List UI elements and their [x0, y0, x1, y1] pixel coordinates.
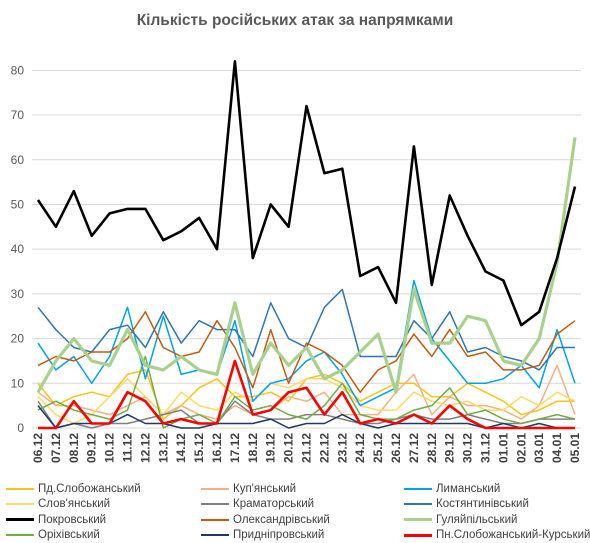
legend-item: Покровський	[6, 512, 106, 527]
legend-label: Гуляйпільський	[436, 513, 518, 526]
legend-swatch	[404, 518, 432, 521]
legend-label: Пн.Слобожанський-Курський	[436, 529, 590, 541]
legend-item: Слов'янський	[6, 497, 110, 512]
series-line	[37, 311, 576, 393]
y-tick-label: 50	[11, 197, 25, 211]
y-tick-label: 20	[11, 332, 25, 346]
x-tick-label: 09.12	[85, 433, 99, 463]
legend-swatch	[6, 534, 34, 536]
y-tick-label: 10	[11, 376, 25, 390]
x-tick-label: 08.12	[67, 433, 81, 463]
x-tick-label: 31.12	[479, 433, 493, 463]
legend-label: Покровський	[38, 513, 107, 526]
legend-item: Костянтинівський	[404, 497, 529, 512]
x-tick-label: 07.12	[49, 433, 63, 463]
x-tick-label: 14.12	[174, 433, 188, 463]
x-tick-label: 26.12	[389, 433, 403, 463]
x-tick-label: 22.12	[317, 433, 331, 463]
x-tick-label: 19.12	[264, 433, 278, 463]
series-line	[37, 400, 575, 429]
legend-label: Пд.Слобожанський	[38, 482, 141, 495]
x-tick-label: 18.12	[246, 433, 260, 463]
x-tick-label: 05.01	[568, 433, 582, 463]
x-tick-label: 25.12	[371, 433, 385, 463]
series-line	[36, 137, 577, 394]
legend-label: Лиманський	[436, 482, 501, 495]
x-tick-label: 02.01	[514, 433, 528, 463]
legend-swatch	[6, 487, 34, 490]
legend-item: Олександрівський	[201, 512, 330, 527]
legend-item: Придніпровський	[201, 528, 324, 543]
x-tick-label: 13.12	[156, 433, 170, 463]
series-line	[37, 364, 576, 420]
legend-item: Оріхівський	[6, 528, 100, 543]
x-tick-label: 10.12	[103, 433, 117, 463]
x-tick-label: 15.12	[192, 433, 206, 463]
legend-item: Пн.Слобожанський-Курський	[404, 528, 590, 543]
y-tick-label: 40	[11, 242, 25, 256]
legend-label: Придніпровський	[233, 529, 325, 541]
legend-swatch	[201, 503, 229, 505]
x-tick-label: 03.01	[532, 433, 546, 463]
legend-label: Костянтинівський	[436, 498, 529, 510]
series-line	[37, 355, 576, 429]
series-line	[36, 60, 577, 327]
x-tick-label: 28.12	[425, 433, 439, 463]
x-tick-label: 01.01	[496, 433, 510, 463]
x-tick-label: 20.12	[282, 433, 296, 463]
y-tick-label: 70	[11, 108, 25, 122]
x-tick-label: 24.12	[353, 433, 367, 463]
legend-item: Краматорський	[201, 497, 314, 512]
chart-plot: 0 10 20 30 40 50 60 70 80 06.12 07.12 08.12 09.12 10.…	[11, 60, 582, 463]
legend-swatch	[6, 518, 34, 521]
legend-label: Слов'янський	[38, 498, 111, 510]
legend-label: Краматорський	[233, 498, 315, 510]
legend-item: Лиманський	[404, 481, 500, 496]
y-tick-label: 60	[11, 153, 25, 167]
legend-swatch	[404, 533, 432, 537]
x-tick-label: 27.12	[407, 433, 421, 463]
x-tick-label: 16.12	[210, 433, 224, 463]
y-tick-label: 30	[11, 287, 25, 301]
legend-swatch	[404, 487, 432, 490]
series-line	[38, 359, 575, 430]
legend-label: Куп'янський	[233, 482, 297, 495]
series-line	[37, 279, 576, 407]
x-tick-label: 11.12	[121, 433, 135, 463]
x-tick-label: 21.12	[300, 433, 314, 463]
x-tick-label: 17.12	[228, 433, 242, 463]
x-tick-label: 12.12	[138, 433, 152, 463]
y-tick-label: 80	[11, 63, 25, 77]
legend-item: Куп'янський	[201, 481, 296, 496]
legend-swatch	[201, 487, 229, 490]
x-tick-label: 23.12	[335, 433, 349, 463]
legend-label: Олександрівський	[233, 513, 330, 526]
legend-swatch	[201, 534, 229, 536]
legend-item: Пд.Слобожанський	[6, 481, 141, 496]
legend-swatch	[404, 503, 432, 505]
series-line	[37, 369, 575, 420]
series-line	[37, 288, 575, 371]
x-tick-label: 06.12	[31, 433, 45, 463]
y-tick-label: 0	[17, 421, 24, 435]
legend-swatch	[201, 518, 229, 521]
legend-item: Гуляйпільський	[404, 512, 517, 527]
x-tick-label: 29.12	[443, 433, 457, 463]
x-tick-label: 04.01	[550, 433, 564, 463]
x-tick-label: 30.12	[461, 433, 475, 463]
legend-swatch	[6, 503, 34, 505]
legend-label: Оріхівський	[38, 529, 100, 541]
chart-title: Кількість російських атак за напрямками	[136, 12, 454, 29]
